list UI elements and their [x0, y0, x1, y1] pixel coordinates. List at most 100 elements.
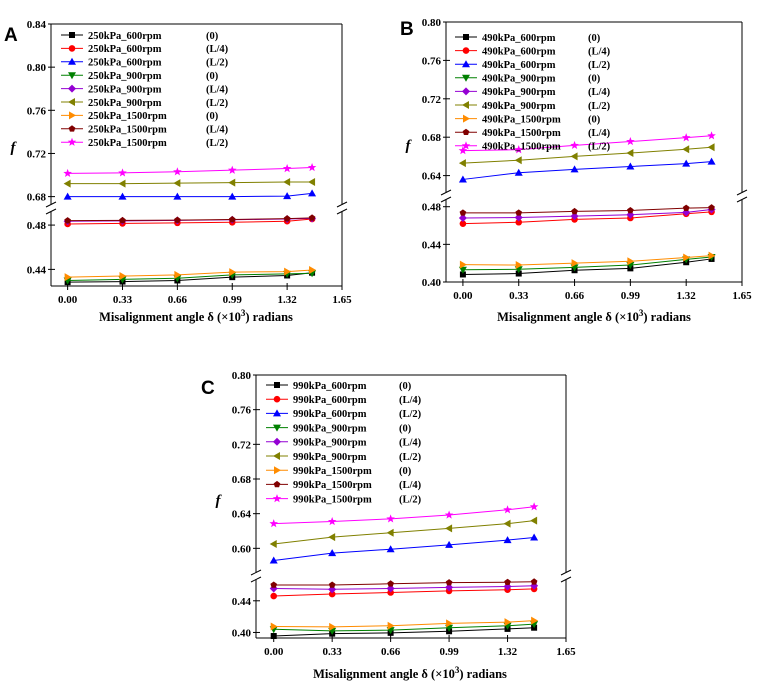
- series-line: [273, 623, 535, 632]
- legend-position: (0): [588, 114, 601, 125]
- series-line: [273, 588, 535, 597]
- plot-frame: [250, 374, 572, 639]
- data-point: [269, 540, 277, 548]
- legend-marker: [462, 87, 470, 96]
- legend-entry: 250kPa_1500rpm (L/4): [61, 125, 229, 136]
- data-point: [228, 216, 236, 223]
- data-point: [459, 220, 467, 227]
- data-point: [64, 273, 72, 282]
- x-axis-title-main: Misalignment angle δ (×10: [313, 667, 455, 681]
- data-point: [283, 215, 291, 222]
- legend-entry: 990kPa_1500rpm (L/4): [266, 480, 422, 491]
- x-tick-label: 1.65: [556, 646, 576, 658]
- data-point: [708, 251, 716, 260]
- x-tick-label: 1.32: [278, 294, 298, 306]
- series-6: [270, 616, 539, 631]
- data-point: [283, 178, 291, 187]
- series-line: [273, 620, 535, 628]
- data-point: [515, 218, 523, 226]
- data-point: [386, 514, 395, 523]
- data-point: [515, 209, 523, 216]
- y-tick-label: 0.44: [27, 264, 47, 276]
- plot-frame: [440, 21, 748, 283]
- data-point: [458, 266, 467, 274]
- legend-label: 490kPa_600rpm: [482, 60, 556, 71]
- x-tick-label: 1.65: [332, 294, 352, 306]
- legend-marker: [272, 494, 282, 503]
- y-tick-label: 0.80: [232, 370, 252, 382]
- data-point: [119, 216, 126, 224]
- legend-position: (L/4): [399, 438, 422, 449]
- legend-entry: 490kPa_900rpm (0): [455, 74, 601, 85]
- legend-label: 490kPa_900rpm: [482, 74, 556, 85]
- series-6: [459, 251, 716, 270]
- legend-entry: 250kPa_900rpm (L/2): [61, 98, 229, 109]
- legend-label: 990kPa_900rpm: [293, 452, 367, 463]
- legend-position: (L/4): [588, 46, 611, 57]
- x-axis-title-main: Misalignment angle δ (×10: [99, 310, 241, 324]
- legend-label: 990kPa_600rpm: [293, 381, 367, 392]
- legend-label: 990kPa_600rpm: [293, 395, 367, 406]
- data-point: [329, 622, 337, 631]
- legend-entry: 990kPa_900rpm (L/4): [266, 438, 422, 449]
- series-8: [63, 162, 317, 178]
- plot-frame: [45, 23, 348, 287]
- data-point: [626, 162, 635, 170]
- y-tick-label: 0.68: [422, 132, 442, 144]
- x-tick-label: 0.66: [565, 290, 585, 302]
- data-point: [515, 261, 523, 270]
- data-point: [119, 272, 127, 281]
- legend-position: (L/2): [399, 409, 422, 420]
- data-point: [707, 131, 716, 140]
- legend-entry: 490kPa_1500rpm (0): [455, 114, 601, 125]
- data-point: [282, 164, 292, 173]
- data-point: [386, 545, 395, 553]
- legend-entry: 250kPa_1500rpm (L/2): [61, 137, 229, 149]
- legend-entry: 990kPa_600rpm (L/2): [266, 409, 422, 420]
- x-axis-title-main: Misalignment angle δ (×10: [497, 310, 639, 324]
- legend-marker: [67, 137, 77, 146]
- series-2: [63, 189, 317, 200]
- y-tick-label: 0.60: [232, 543, 252, 555]
- x-axis-title-sup: 3: [455, 665, 460, 675]
- x-tick-label: 0.00: [264, 646, 284, 658]
- x-tick-label: 1.32: [677, 290, 697, 302]
- x-tick-label: 0.99: [223, 294, 243, 306]
- legend-position: (L/2): [206, 138, 229, 149]
- legend-entry: 250kPa_600rpm (L/2): [61, 58, 229, 69]
- data-point: [445, 579, 453, 586]
- legend-marker: [68, 57, 76, 65]
- data-point: [269, 519, 278, 528]
- axis-break-mark: [45, 208, 57, 215]
- axis-break-mark: [440, 189, 452, 196]
- series-7: [64, 214, 316, 224]
- y-tick-label: 0.72: [232, 439, 252, 451]
- data-point: [173, 167, 182, 176]
- x-tick-label: 0.33: [323, 646, 343, 658]
- data-point: [328, 533, 336, 542]
- data-point: [571, 259, 579, 268]
- y-axis-title: f: [406, 138, 413, 154]
- series-5: [269, 516, 538, 548]
- legend-position: (0): [206, 111, 219, 122]
- legend-marker: [273, 409, 281, 417]
- x-tick-label: 0.99: [439, 646, 459, 658]
- data-point: [387, 580, 394, 587]
- series-line: [462, 255, 712, 266]
- series-line: [67, 217, 313, 222]
- data-point: [503, 519, 511, 528]
- data-point: [270, 581, 278, 588]
- legend-position: (0): [206, 31, 219, 42]
- data-point: [626, 137, 635, 146]
- data-point: [307, 162, 317, 172]
- data-point: [459, 271, 466, 278]
- panel-letter: A: [4, 25, 18, 46]
- legend-marker: [463, 114, 470, 123]
- x-tick-label: 0.00: [453, 290, 473, 302]
- y-tick-label: 0.48: [422, 202, 442, 214]
- series-line: [273, 520, 535, 545]
- x-axis-title-sup: 3: [241, 308, 246, 318]
- data-point: [503, 505, 512, 514]
- y-tick-label: 0.40: [232, 627, 252, 639]
- data-point: [328, 590, 336, 598]
